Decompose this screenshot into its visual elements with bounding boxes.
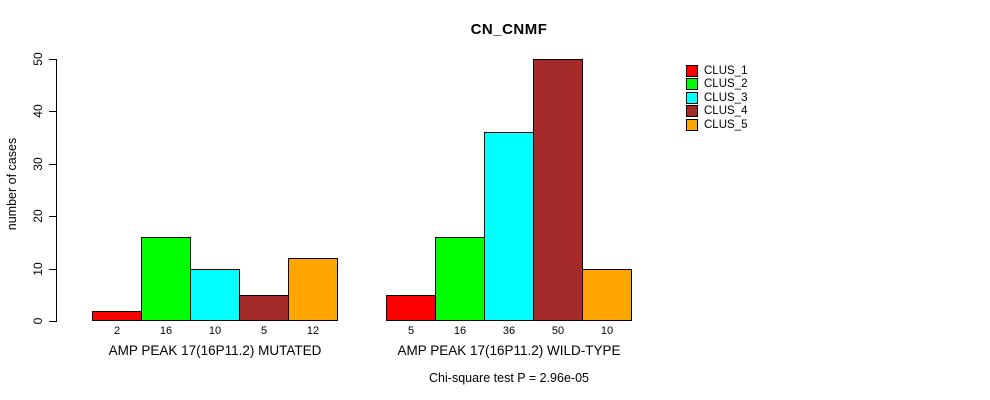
legend-swatch-clus_2 (686, 78, 698, 91)
bar-clus_1-group1 (92, 311, 142, 321)
y-tick-label: 10 (31, 262, 45, 276)
chart-title: CN_CNMF (470, 21, 548, 38)
bar-value-label: 36 (502, 325, 516, 337)
legend-label: CLUS_1 (704, 64, 748, 77)
bar-value-label: 50 (551, 325, 565, 337)
bar-value-label: 2 (113, 325, 121, 337)
y-tick-label: 0 (31, 317, 45, 325)
legend: CLUS_1 CLUS_2 CLUS_3 CLUS_4 CLUS_5 (686, 64, 747, 132)
x-group-label: AMP PEAK 17(16P11.2) MUTATED (108, 343, 322, 358)
bar-value-label: 16 (159, 325, 173, 337)
bar-clus_5-group1 (288, 258, 338, 321)
bar-clus_2-group1 (141, 237, 191, 321)
bar-value-label: 10 (208, 325, 222, 337)
bar-value-label: 5 (260, 325, 268, 337)
bar-value-label: 16 (453, 325, 467, 337)
bar-value-label: 12 (306, 325, 320, 337)
y-axis-title: number of cases (5, 137, 19, 231)
legend-swatch-clus_1 (686, 64, 698, 77)
y-tick (49, 111, 56, 112)
legend-swatch-clus_5 (686, 118, 698, 131)
chi-square-note: Chi-square test P = 2.96e-05 (429, 371, 589, 385)
y-tick-label: 50 (31, 52, 45, 66)
legend-swatch-clus_4 (686, 105, 698, 118)
legend-label: CLUS_2 (704, 78, 748, 91)
legend-swatch-clus_3 (686, 91, 698, 104)
y-tick (49, 164, 56, 165)
y-tick (49, 321, 56, 322)
legend-label: CLUS_4 (704, 105, 748, 118)
bar-value-label: 10 (600, 325, 614, 337)
legend-item: CLUS_1 (686, 64, 747, 78)
x-group-label: AMP PEAK 17(16P11.2) WILD-TYPE (397, 343, 621, 358)
bar-clus_3-group1 (190, 269, 240, 321)
y-tick-label: 40 (31, 104, 45, 118)
bar-clus_4-group2 (533, 59, 583, 321)
legend-item: CLUS_4 (686, 105, 747, 119)
bar-clus_5-group2 (582, 269, 632, 321)
bar-value-label: 5 (407, 325, 415, 337)
y-tick-label: 30 (31, 157, 45, 171)
bar-clus_4-group1 (239, 295, 289, 321)
bar-clus_1-group2 (386, 295, 436, 321)
legend-item: CLUS_3 (686, 91, 747, 105)
y-tick (49, 216, 56, 217)
legend-item: CLUS_5 (686, 118, 747, 132)
y-tick-label: 20 (31, 209, 45, 223)
legend-label: CLUS_5 (704, 118, 748, 131)
legend-label: CLUS_3 (704, 91, 748, 104)
legend-item: CLUS_2 (686, 78, 747, 92)
bar-clus_2-group2 (435, 237, 485, 321)
bar-clus_3-group2 (484, 132, 534, 321)
y-tick (49, 269, 56, 270)
y-axis-line (56, 59, 57, 322)
y-tick (49, 59, 56, 60)
